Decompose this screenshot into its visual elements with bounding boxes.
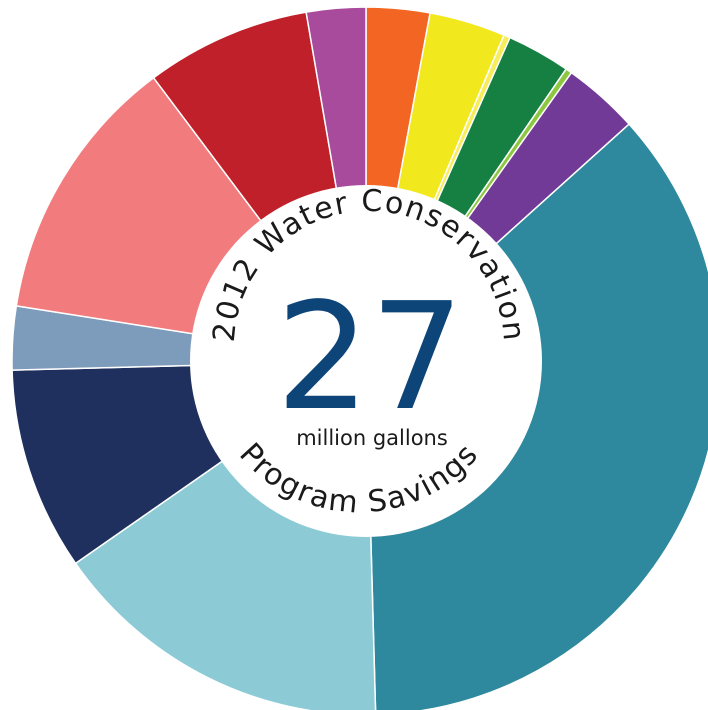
center-unit: million gallons [296, 426, 448, 450]
pie-slice-7 [365, 123, 708, 710]
center-value: 27 [276, 271, 464, 443]
center-hole [190, 185, 542, 537]
